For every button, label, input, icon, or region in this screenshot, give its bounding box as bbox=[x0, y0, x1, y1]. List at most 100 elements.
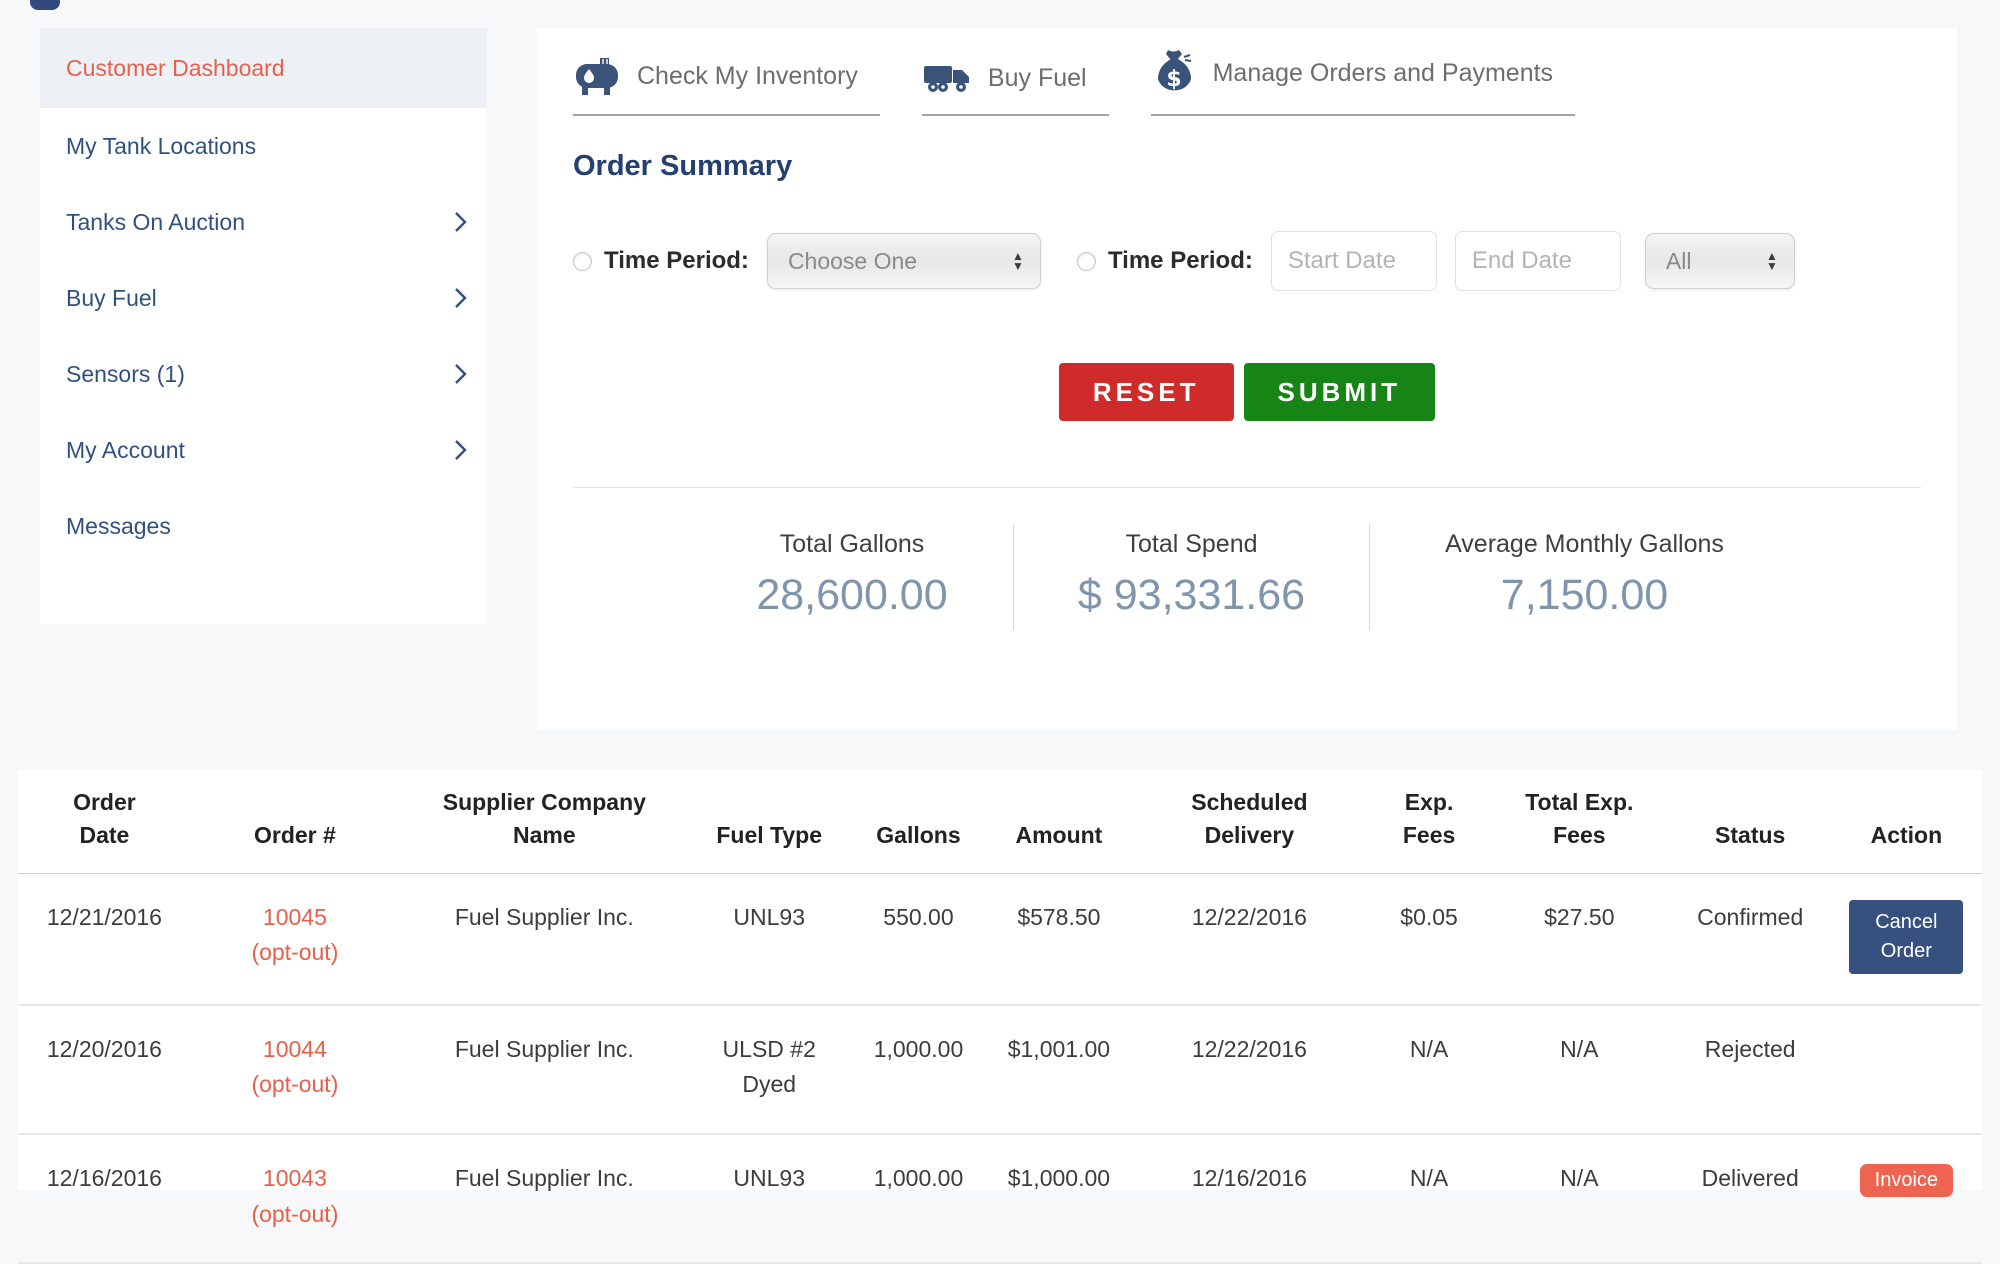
sidebar-item-my-account[interactable]: My Account bbox=[40, 412, 487, 488]
col-total-exp-fees: Total Exp. Fees bbox=[1489, 770, 1670, 873]
supplier-name: Fuel Supplier Inc. bbox=[399, 873, 690, 1005]
stat-label: Total Gallons bbox=[691, 530, 1013, 559]
order-number-link[interactable]: 10044 bbox=[197, 1032, 393, 1068]
stat-label: Average Monthly Gallons bbox=[1370, 530, 1799, 559]
orders-table-panel: Order Date Order # Supplier Company Name… bbox=[18, 770, 1982, 1190]
chevron-right-icon bbox=[454, 211, 467, 233]
exp-fees: N/A bbox=[1369, 1005, 1489, 1134]
exp-fees: $0.05 bbox=[1369, 873, 1489, 1005]
tab-label: Check My Inventory bbox=[637, 62, 858, 91]
gallons: 1,000.00 bbox=[849, 1005, 988, 1134]
end-date-input[interactable] bbox=[1455, 231, 1621, 291]
all-filter-select-value: All bbox=[1666, 248, 1692, 275]
tab-buy-fuel[interactable]: Buy Fuel bbox=[922, 52, 1109, 116]
amount: $1,001.00 bbox=[988, 1005, 1129, 1134]
scheduled-delivery: 12/22/2016 bbox=[1130, 873, 1370, 1005]
filter-buttons: RESET SUBMIT bbox=[573, 363, 1921, 421]
status: Delivered bbox=[1670, 1134, 1831, 1263]
table-row: 12/16/2016 10043 (opt-out) Fuel Supplier… bbox=[18, 1134, 1982, 1263]
opt-out-link[interactable]: (opt-out) bbox=[197, 935, 393, 971]
stat-label: Total Spend bbox=[1014, 530, 1369, 559]
order-date: 12/20/2016 bbox=[18, 1005, 191, 1134]
svg-text:$: $ bbox=[1166, 67, 1181, 92]
stat-value: 7,150.00 bbox=[1370, 571, 1799, 620]
col-amount: Amount bbox=[988, 770, 1129, 873]
col-order-date: Order Date bbox=[18, 770, 191, 873]
order-date: 12/21/2016 bbox=[18, 873, 191, 1005]
start-date-input[interactable] bbox=[1271, 231, 1437, 291]
sidebar-item-tanks-on-auction[interactable]: Tanks On Auction bbox=[40, 184, 487, 260]
stat-average-monthly-gallons: Average Monthly Gallons 7,150.00 bbox=[1369, 524, 1799, 630]
action-cell bbox=[1831, 1005, 1982, 1134]
status: Confirmed bbox=[1670, 873, 1831, 1005]
table-row: 12/21/2016 10045 (opt-out) Fuel Supplier… bbox=[18, 873, 1982, 1005]
fuel-tank-icon bbox=[573, 54, 621, 98]
action-cell: Invoice bbox=[1831, 1134, 1982, 1263]
sidebar-item-sensors[interactable]: Sensors (1) bbox=[40, 336, 487, 412]
total-exp-fees: N/A bbox=[1489, 1005, 1670, 1134]
sidebar-item-label: Customer Dashboard bbox=[66, 55, 285, 82]
opt-out-link[interactable]: (opt-out) bbox=[197, 1197, 393, 1233]
order-summary-filters: Time Period: Choose One ▲▼ Time Period: … bbox=[573, 231, 1921, 291]
time-period-select[interactable]: Choose One ▲▼ bbox=[767, 233, 1041, 289]
sidebar-item-label: Tanks On Auction bbox=[66, 209, 245, 236]
select-arrows-icon: ▲▼ bbox=[1012, 251, 1024, 271]
select-arrows-icon: ▲▼ bbox=[1766, 251, 1778, 271]
fuel-type: UNL93 bbox=[690, 1134, 849, 1263]
order-number-link[interactable]: 10043 bbox=[197, 1161, 393, 1197]
sidebar-item-messages[interactable]: Messages bbox=[40, 488, 487, 564]
col-exp-fees: Exp. Fees bbox=[1369, 770, 1489, 873]
sidebar-item-my-tank-locations[interactable]: My Tank Locations bbox=[40, 108, 487, 184]
reset-button[interactable]: RESET bbox=[1059, 363, 1234, 421]
tab-check-my-inventory[interactable]: Check My Inventory bbox=[573, 48, 880, 116]
sidebar-item-buy-fuel[interactable]: Buy Fuel bbox=[40, 260, 487, 336]
summary-divider bbox=[573, 487, 1921, 488]
sidebar-item-label: My Tank Locations bbox=[66, 133, 256, 160]
supplier-name: Fuel Supplier Inc. bbox=[399, 1005, 690, 1134]
tab-label: Buy Fuel bbox=[988, 64, 1087, 93]
chevron-right-icon bbox=[454, 363, 467, 385]
date-range-label: Time Period: bbox=[1108, 247, 1253, 275]
gallons: 1,000.00 bbox=[849, 1134, 988, 1263]
col-status: Status bbox=[1670, 770, 1831, 873]
cancel-order-button[interactable]: Cancel Order bbox=[1849, 900, 1963, 974]
stat-total-spend: Total Spend $ 93,331.66 bbox=[1013, 524, 1369, 630]
order-summary-title: Order Summary bbox=[573, 150, 1921, 183]
submit-button[interactable]: SUBMIT bbox=[1244, 363, 1436, 421]
sidebar: Customer Dashboard My Tank Locations Tan… bbox=[40, 28, 487, 624]
main-panel: Check My Inventory Buy Fuel bbox=[537, 28, 1957, 730]
table-row: 12/20/2016 10044 (opt-out) Fuel Supplier… bbox=[18, 1005, 1982, 1134]
tab-manage-orders-payments[interactable]: $ Manage Orders and Payments bbox=[1151, 42, 1575, 116]
order-number-cell: 10045 (opt-out) bbox=[191, 873, 399, 1005]
col-scheduled-delivery: Scheduled Delivery bbox=[1130, 770, 1370, 873]
time-period-select-value: Choose One bbox=[788, 248, 917, 275]
fuel-truck-icon bbox=[922, 58, 972, 98]
time-period-label: Time Period: bbox=[604, 247, 749, 275]
sidebar-item-label: Buy Fuel bbox=[66, 285, 157, 312]
col-supplier-name: Supplier Company Name bbox=[399, 770, 690, 873]
col-order-number: Order # bbox=[191, 770, 399, 873]
supplier-name: Fuel Supplier Inc. bbox=[399, 1134, 690, 1263]
order-number-link[interactable]: 10045 bbox=[197, 900, 393, 936]
order-number-cell: 10044 (opt-out) bbox=[191, 1005, 399, 1134]
date-range-radio[interactable] bbox=[1077, 252, 1096, 271]
col-fuel-type: Fuel Type bbox=[690, 770, 849, 873]
time-period-radio[interactable] bbox=[573, 252, 592, 271]
stat-value: $ 93,331.66 bbox=[1014, 571, 1369, 620]
tab-label: Manage Orders and Payments bbox=[1213, 59, 1553, 88]
col-action: Action bbox=[1831, 770, 1982, 873]
exp-fees: N/A bbox=[1369, 1134, 1489, 1263]
amount: $578.50 bbox=[988, 873, 1129, 1005]
sidebar-item-label: My Account bbox=[66, 437, 185, 464]
status: Rejected bbox=[1670, 1005, 1831, 1134]
invoice-button[interactable]: Invoice bbox=[1860, 1164, 1953, 1197]
chevron-right-icon bbox=[454, 287, 467, 309]
sidebar-item-label: Messages bbox=[66, 513, 171, 540]
all-filter-select[interactable]: All ▲▼ bbox=[1645, 233, 1795, 289]
sidebar-item-label: Sensors (1) bbox=[66, 361, 185, 388]
order-number-cell: 10043 (opt-out) bbox=[191, 1134, 399, 1263]
opt-out-link[interactable]: (opt-out) bbox=[197, 1067, 393, 1103]
sidebar-item-customer-dashboard[interactable]: Customer Dashboard bbox=[40, 28, 487, 108]
scheduled-delivery: 12/16/2016 bbox=[1130, 1134, 1370, 1263]
fuel-type: ULSD #2 Dyed bbox=[690, 1005, 849, 1134]
